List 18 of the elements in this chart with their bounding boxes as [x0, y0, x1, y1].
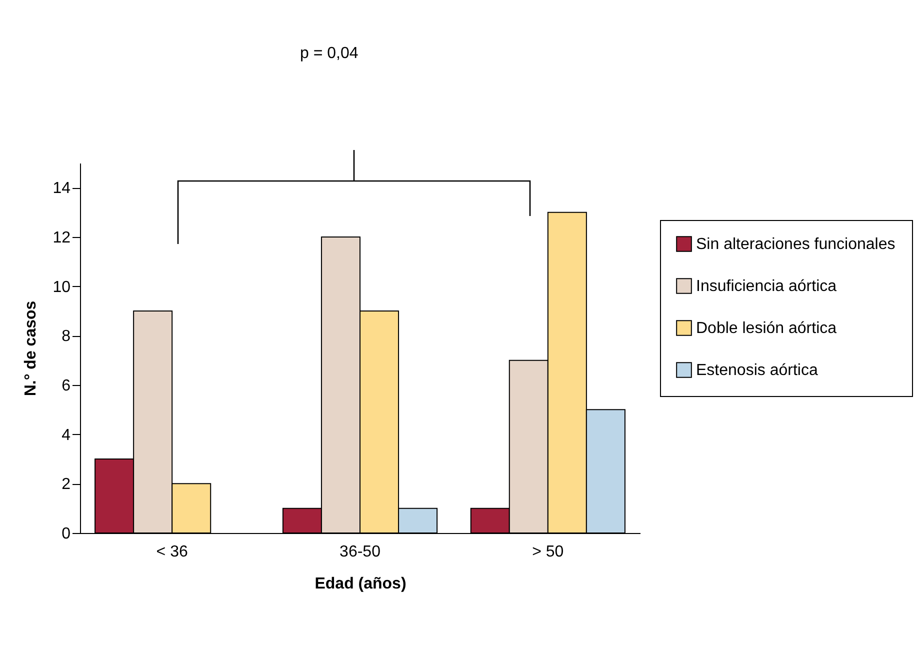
y-tick-label: 0: [62, 526, 71, 542]
y-tick-label: 10: [52, 278, 71, 296]
text: p = 0,04: [300, 45, 358, 63]
legend-label: Doble lesión aórtica: [696, 320, 837, 337]
x-tick-label: 36-50: [340, 544, 381, 560]
y-tick-label: 8: [62, 328, 71, 346]
legend-label: Estenosis aórtica: [696, 362, 818, 379]
y-tick-label: 6: [62, 378, 71, 394]
x-tick-label: > 50: [532, 544, 564, 560]
y-tick-label: 2: [62, 476, 71, 494]
y-axis-title: N.° de casos: [22, 300, 40, 396]
legend-label: Sin alteraciones funcionales: [696, 236, 896, 253]
y-tick-label: 12: [52, 230, 71, 246]
y-tick-label: 14: [52, 180, 71, 198]
x-axis-title: Edad (años): [314, 576, 406, 592]
legend-label: Insuficiencia aórtica: [696, 278, 837, 295]
x-tick-label: < 36: [156, 544, 188, 560]
y-tick-label: 4: [62, 426, 71, 444]
